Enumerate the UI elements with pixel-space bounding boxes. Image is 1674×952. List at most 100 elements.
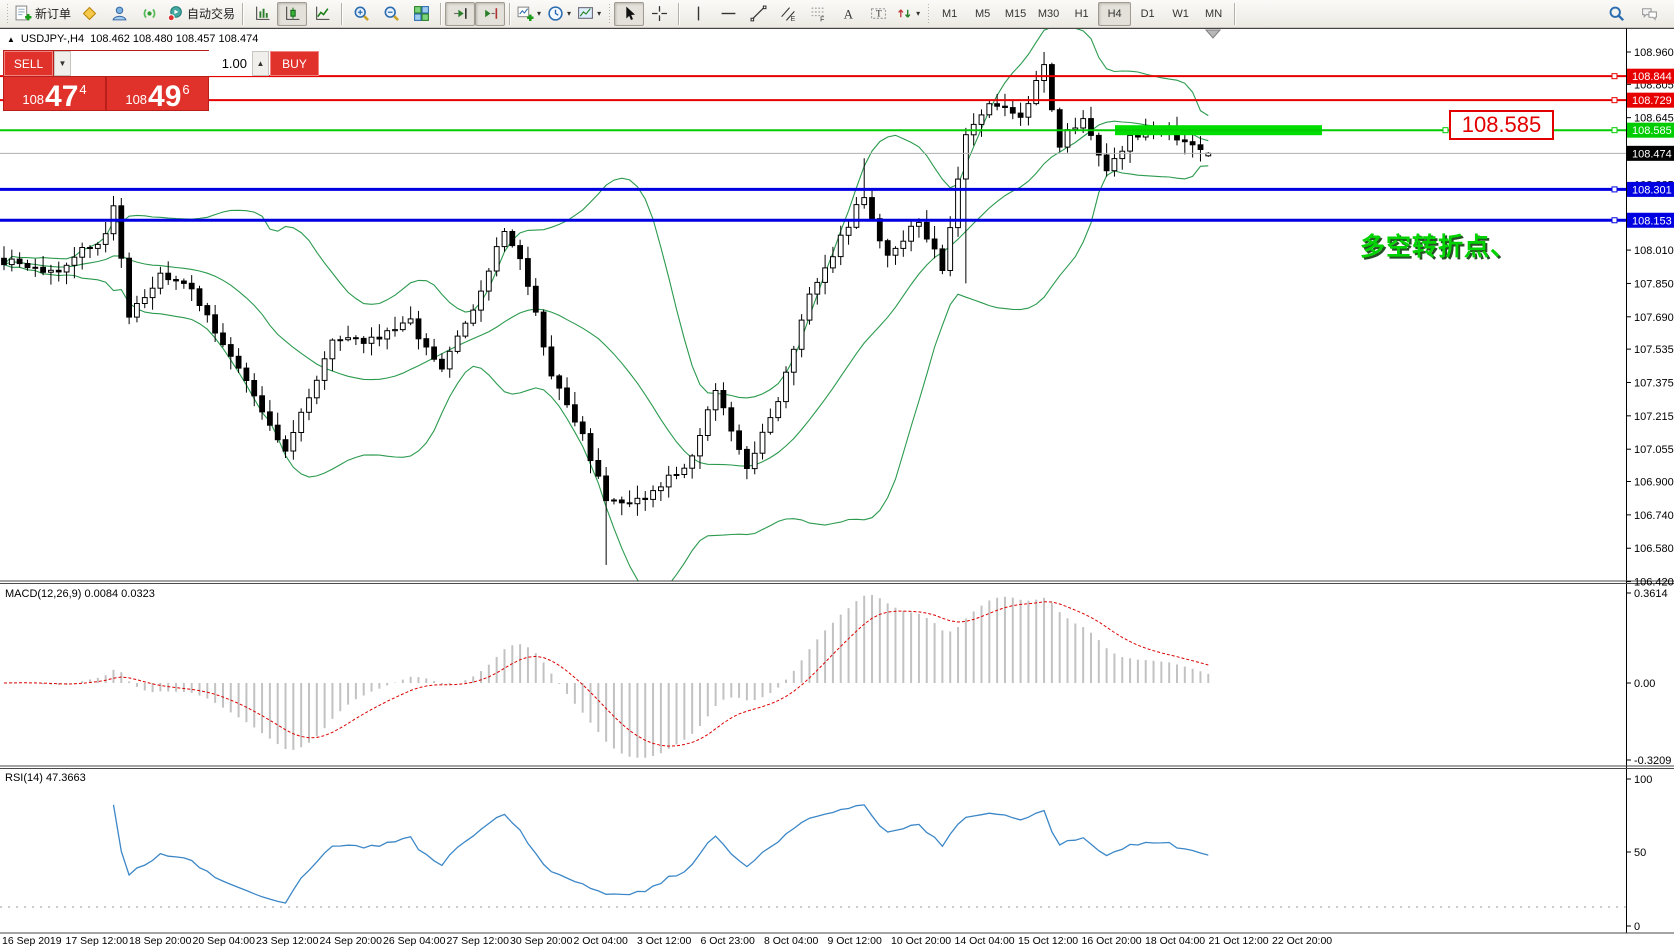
candle-body [1056,109,1063,148]
price-tag [1627,212,1674,228]
timeframe-mn-button[interactable]: MN [1205,7,1223,20]
candle-body [916,221,922,227]
sell-price[interactable]: 108 47 4 [4,77,105,111]
line-anchor-handle[interactable] [1442,127,1449,134]
timeframe-m5-button[interactable]: M5 [974,7,991,20]
candle-body [407,318,414,324]
candle-body [1103,154,1110,172]
volume-input[interactable] [71,51,252,76]
text-button[interactable]: A [833,2,863,26]
toolbars-button[interactable] [74,2,104,26]
buy-price[interactable]: 108 49 6 [107,77,208,111]
vertical-line-button[interactable] [683,2,713,26]
candle-body [1080,118,1087,129]
line-anchor-handle[interactable] [1611,186,1618,193]
timeframe-w1-button[interactable]: W1 [1172,7,1189,20]
text-icon: A [840,5,857,22]
candle-body [845,226,852,236]
text-label-button[interactable]: T [863,2,893,26]
toolbar-grip[interactable] [607,3,612,24]
candlestick-mode-button[interactable] [277,1,308,26]
new-order-button[interactable]: 新订单 [12,2,74,26]
line-anchor-handle[interactable] [1611,73,1618,80]
fibonacci-button[interactable]: F [803,2,833,26]
line-anchor-handle[interactable] [1611,97,1618,104]
candle-body [220,332,226,346]
candle-body [509,231,516,247]
collapse-panel-icon[interactable]: ▲ [7,34,15,44]
candle-body [947,227,954,272]
price-axis-label: 108.645 [1634,113,1674,125]
crosshair-button[interactable] [644,2,674,26]
macd-signal-line [3,601,1209,747]
candle-body [1111,158,1118,172]
candle-body [478,290,484,311]
timeframe-m1-button[interactable]: M1 [941,7,958,20]
templates-button[interactable]: ▾ [574,2,604,26]
price-axis-label: 108.960 [1634,47,1674,59]
timeframe-m15-button[interactable]: M15 [1004,7,1027,20]
horizontal-line-button[interactable] [713,2,743,26]
candle-body [212,314,218,334]
tile-windows-button[interactable] [406,2,436,26]
candle-body [618,499,625,504]
candle-body [861,197,868,206]
price-annotation-box[interactable]: 108.585 [1449,110,1554,140]
candle-body [806,293,813,321]
candle-body [963,134,969,180]
candle-body [1088,118,1094,136]
rsi-indicator-label: RSI(14) 47.3663 [5,772,86,784]
line-chart-mode-button[interactable] [307,2,337,26]
candle-body [431,346,438,360]
arrows-button[interactable]: ▾ [893,2,923,26]
search-icon [1608,5,1625,22]
timeframe-d1-button[interactable]: D1 [1140,7,1155,20]
zoom-out-button[interactable] [376,2,406,26]
candle-body [501,231,508,248]
toolbar-grip[interactable] [5,3,9,24]
chevron-down-icon: ▾ [597,9,602,18]
candle-body [634,497,641,505]
candle-body [611,499,617,502]
zoom-out-icon [383,5,400,22]
volume-increase-button[interactable]: ▲ [252,51,269,76]
chart-shift-button[interactable] [475,1,506,26]
time-axis-label: 16 Sep 2019 [2,935,62,947]
timeframe-h4-button[interactable]: H4 [1098,1,1132,26]
bar-chart-mode-button[interactable] [247,2,277,26]
chart-shift-marker[interactable] [1204,29,1222,39]
buy-button[interactable]: BUY [270,51,319,76]
time-axis-label: 15 Oct 12:00 [1018,935,1078,947]
auto-trading-button[interactable]: 自动交易 [164,2,238,26]
time-axis-label: 22 Oct 20:00 [1272,935,1332,947]
candle-body [173,279,179,282]
new-order-button-label: 新订单 [35,7,72,21]
trendline-button[interactable] [743,2,773,26]
auto-trading-icon [167,5,184,22]
auto-scroll-button[interactable] [445,1,476,26]
community-chat-button[interactable] [1634,2,1664,26]
equidistant-channel-button[interactable]: E [773,2,803,26]
price-tag-label: 108.585 [1632,125,1672,137]
timeframe-h1-button[interactable]: H1 [1074,7,1089,20]
timeframe-m30-button[interactable]: M30 [1037,7,1060,20]
periods-button[interactable]: ▾ [544,2,574,26]
volume-decrease-button[interactable]: ▼ [54,51,71,76]
rsi-axis-label: 50 [1634,847,1646,859]
candle-body [1025,103,1032,118]
line-anchor-handle[interactable] [1611,217,1618,224]
indicators-list-button[interactable]: ▾ [514,2,544,26]
search-button[interactable] [1601,2,1631,26]
sell-button[interactable]: SELL [4,51,53,76]
zoom-in-button[interactable] [346,2,376,26]
toolbar: 新订单 自动交易 ▾ ▾ ▾ E F A T ▾ M1 M5 M15 M30 H1 H4 D1 W1 MN [0,0,1674,28]
signals-button[interactable] [134,2,164,26]
time-axis-label: 21 Oct 12:00 [1209,935,1269,947]
line-anchor-handle[interactable] [1611,127,1618,134]
candle-body [751,452,758,470]
cursor-button[interactable] [614,1,645,26]
market-watch-button[interactable] [104,2,134,26]
toolbar-grip[interactable] [926,3,931,24]
chinese-annotation[interactable]: 多空转折点、 [1360,233,1517,261]
